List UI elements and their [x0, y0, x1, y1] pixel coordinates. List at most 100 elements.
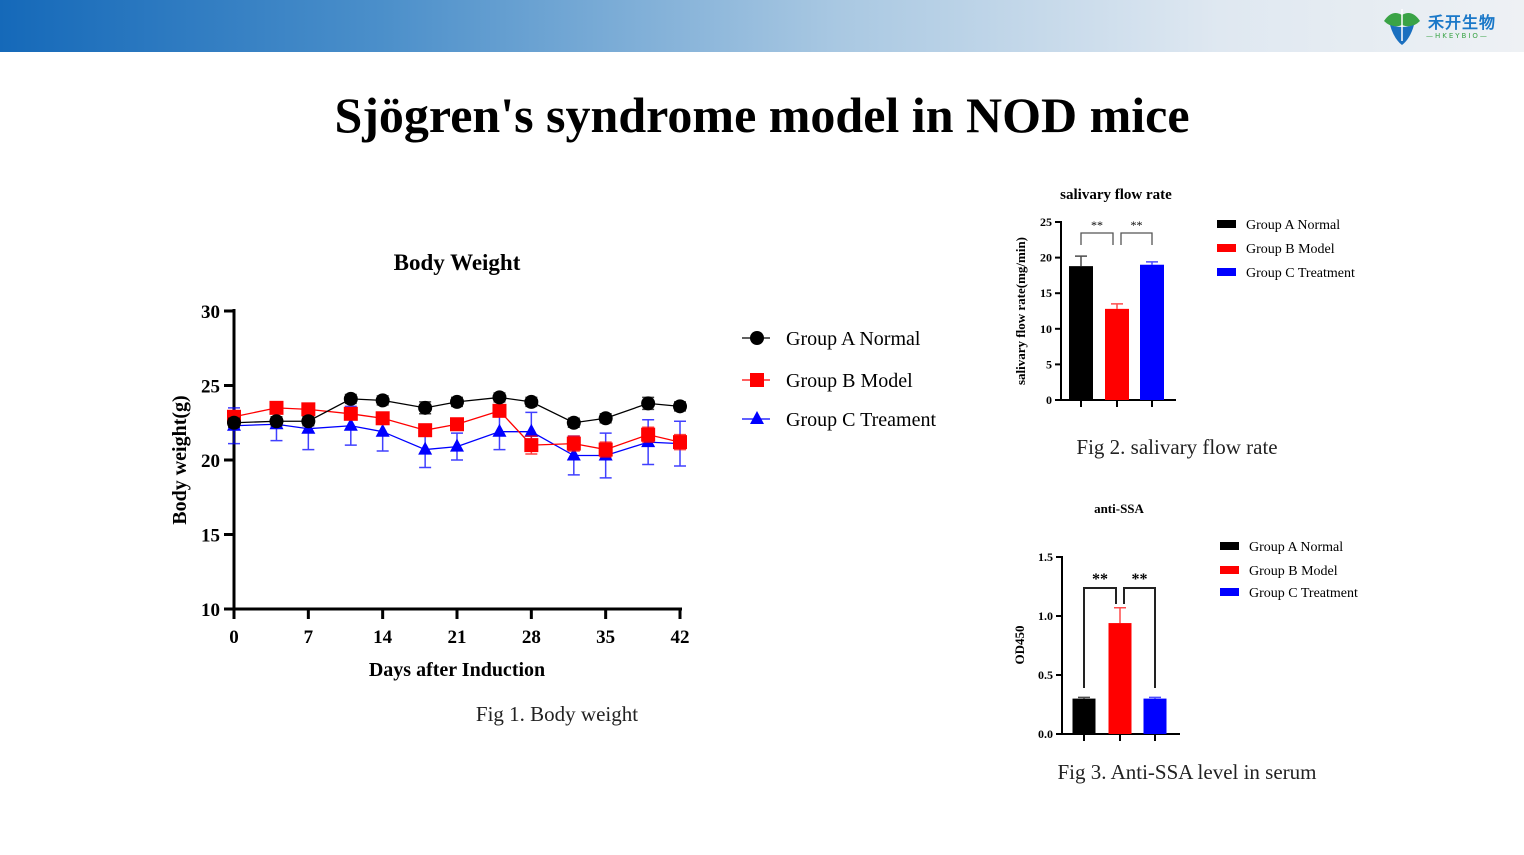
legend-marker — [750, 411, 764, 424]
leaf-logo-icon — [1384, 9, 1420, 45]
legend-swatch — [1220, 566, 1239, 574]
x-tick-label: 35 — [596, 627, 615, 648]
data-point — [450, 417, 464, 432]
data-point — [418, 400, 433, 415]
y-tick-label: 10 — [1040, 322, 1052, 336]
legend-label: Group B Model — [1246, 242, 1335, 257]
legend-swatch — [1220, 588, 1239, 596]
y-tick-label: 0.0 — [1038, 727, 1053, 741]
y-tick-label: 25 — [1040, 215, 1052, 229]
data-point — [524, 394, 539, 409]
bar-2 — [1140, 264, 1164, 400]
data-point — [566, 436, 581, 451]
bar-chart-title: anti-SSA — [1094, 501, 1144, 516]
significance-bracket — [1120, 232, 1153, 245]
logo-subtext: —HKEYBIO— — [1426, 32, 1489, 40]
y-tick-label: 0.5 — [1038, 668, 1053, 682]
bar-0 — [1072, 698, 1096, 734]
data-point — [375, 393, 390, 408]
legend-label: Group A Normal — [1249, 540, 1343, 555]
fig2-caption: Fig 2. salivary flow rate — [1076, 435, 1278, 459]
data-point — [269, 414, 284, 429]
chart1-title: Body Weight — [394, 250, 521, 275]
y-tick-label: 15 — [1040, 286, 1052, 300]
data-point — [524, 423, 539, 437]
significance-bracket — [1123, 587, 1156, 688]
y-tick-label: 1.0 — [1038, 609, 1053, 623]
data-point — [343, 406, 358, 421]
x-tick-label: 28 — [522, 627, 541, 648]
data-point — [301, 414, 316, 429]
data-point — [566, 447, 581, 461]
y-tick-label: 5 — [1046, 357, 1052, 371]
significance-label: ** — [1091, 218, 1103, 232]
y-tick-label: 15 — [201, 526, 220, 547]
data-point — [450, 438, 464, 452]
data-point — [450, 394, 464, 409]
data-point — [566, 415, 581, 430]
legend-marker — [750, 373, 764, 387]
significance-label: ** — [1132, 571, 1148, 588]
x-axis-label: Days after Induction — [369, 659, 545, 681]
data-point — [418, 441, 433, 455]
data-point — [492, 390, 507, 405]
data-point — [492, 423, 507, 437]
x-tick-label: 21 — [448, 627, 467, 648]
bar-1 — [1108, 623, 1132, 734]
legend-label: Group B Model — [1249, 564, 1338, 579]
x-tick-label: 42 — [671, 627, 690, 648]
y-tick-label: 20 — [1040, 251, 1052, 265]
y-tick-label: 20 — [201, 451, 220, 472]
x-tick-label: 0 — [229, 627, 239, 648]
legend-label: Group A Normal — [1246, 218, 1340, 233]
legend-label: Group A Normal — [786, 328, 921, 350]
x-tick-label: 7 — [304, 627, 314, 648]
data-point — [227, 415, 241, 430]
bar-0 — [1069, 266, 1093, 400]
error-bar — [1114, 606, 1126, 624]
legend-swatch — [1217, 268, 1236, 276]
y-axis-label: OD450 — [1012, 626, 1027, 665]
data-point — [343, 417, 358, 431]
data-point — [598, 442, 613, 457]
bar-chart-title: salivary flow rate — [1060, 187, 1172, 203]
legend-label: Group C Treatment — [1246, 266, 1355, 281]
data-point — [598, 411, 613, 426]
error-bar — [1149, 696, 1161, 699]
fig3-caption: Fig 3. Anti-SSA level in serum — [1057, 760, 1317, 784]
data-point — [269, 400, 284, 415]
legend-swatch — [1217, 220, 1236, 228]
significance-bracket — [1080, 232, 1114, 245]
error-bar — [1146, 261, 1158, 265]
y-axis-label: salivary flow rate(mg/min) — [1013, 237, 1028, 385]
y-tick-label: 30 — [201, 302, 220, 323]
y-axis-label: Body weight(g) — [169, 395, 191, 524]
slide-title: Sjögren's syndrome model in NOD mice — [334, 87, 1190, 143]
fig1-caption: Fig 1. Body weight — [475, 702, 639, 726]
data-point — [492, 403, 507, 418]
logo-text: 禾开生物 — [1428, 13, 1497, 32]
significance-label: ** — [1092, 571, 1108, 588]
data-point — [375, 411, 390, 426]
x-tick-label: 14 — [373, 627, 393, 648]
legend-label: Group B Model — [786, 370, 913, 392]
bar-2 — [1143, 698, 1167, 734]
legend-label: Group C Treatment — [1249, 586, 1358, 601]
header-banner: 禾开生物 —HKEYBIO— — [0, 0, 1524, 52]
data-point — [524, 438, 539, 453]
error-bar — [1111, 303, 1123, 309]
significance-bracket — [1083, 587, 1117, 688]
bar-1 — [1105, 308, 1129, 400]
data-point — [301, 402, 316, 417]
data-point — [375, 423, 390, 437]
error-bar — [1078, 696, 1090, 699]
data-point — [641, 427, 656, 442]
data-point — [673, 399, 687, 414]
legend-marker — [750, 331, 764, 345]
error-bar — [1075, 255, 1087, 267]
y-tick-label: 1.5 — [1038, 550, 1053, 564]
legend-swatch — [1220, 542, 1239, 550]
y-tick-label: 10 — [201, 600, 220, 621]
significance-label: ** — [1131, 218, 1143, 232]
